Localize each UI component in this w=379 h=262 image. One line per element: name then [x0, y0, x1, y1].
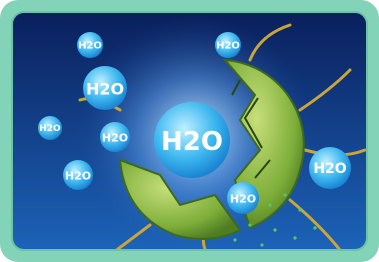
bubble: H2O — [215, 32, 241, 58]
bubble-label: H2O — [86, 80, 124, 99]
illustration: H2O H2O H2O H2O H2O H2O H2O H2O H2O — [0, 0, 379, 262]
bubble-label: H2O — [216, 41, 240, 52]
bubble: H2O — [227, 182, 259, 214]
bubble: H2O — [63, 160, 93, 190]
bubble: H2O — [154, 102, 230, 178]
bubble-label: H2O — [78, 41, 102, 52]
bubble: H2O — [100, 122, 130, 152]
bubble: H2O — [83, 66, 127, 110]
bubble: H2O — [309, 147, 351, 189]
scene: H2O H2O H2O H2O H2O H2O H2O H2O H2O — [12, 12, 367, 258]
bubble-label: H2O — [102, 132, 128, 145]
bubble-label: H2O — [65, 170, 91, 183]
bubble-label: H2O — [39, 124, 61, 134]
bubble-label: H2O — [230, 193, 256, 206]
bubble: H2O — [38, 116, 62, 140]
bubble: H2O — [77, 32, 103, 58]
bubble-label: H2O — [313, 161, 346, 177]
bubble-label: H2O — [161, 127, 223, 157]
